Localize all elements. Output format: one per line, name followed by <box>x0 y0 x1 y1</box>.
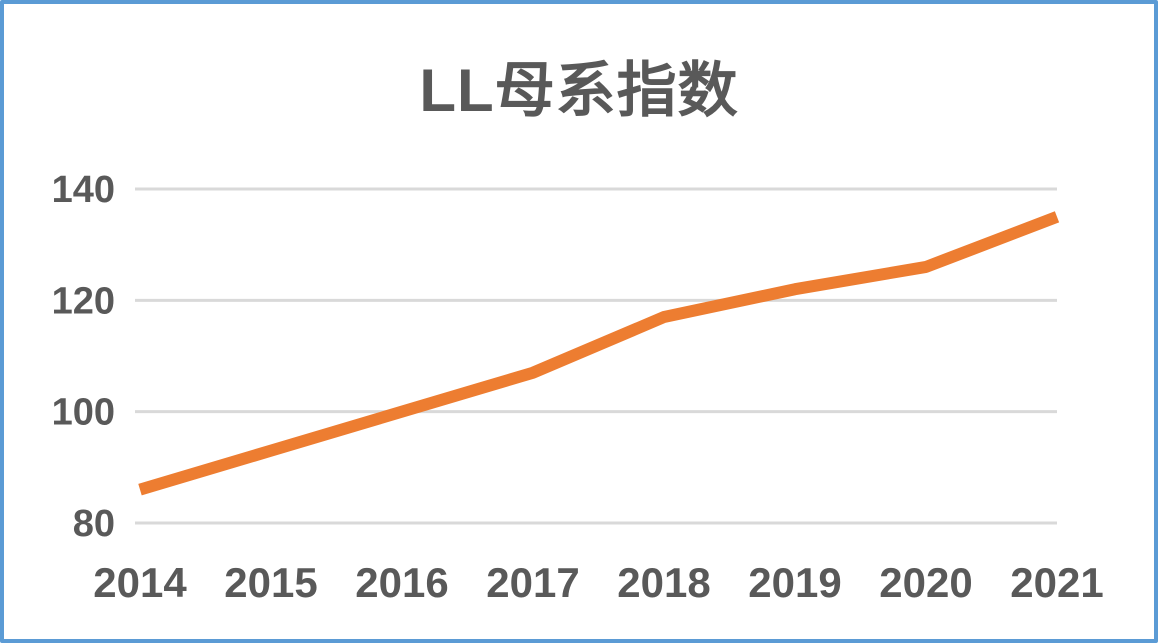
x-axis-tick-label: 2018 <box>617 559 710 606</box>
x-axis-tick-label: 2021 <box>1010 559 1103 606</box>
y-axis-tick-label: 140 <box>52 169 115 211</box>
line-chart: 80 100 120 140 2014 2015 2016 2017 2018 2019 2020 2… <box>52 169 1104 606</box>
x-axis-tick-label: 2015 <box>224 559 317 606</box>
series-line <box>138 211 1060 496</box>
chart-title: LL母系指数 <box>419 57 739 124</box>
x-axis-tick-label: 2014 <box>93 559 187 606</box>
x-axis-tick-label: 2019 <box>748 559 841 606</box>
y-axis-tick-label: 120 <box>52 280 115 322</box>
x-axis-tick-label: 2016 <box>355 559 448 606</box>
x-axis-tick-label: 2020 <box>879 559 972 606</box>
y-axis-tick-label: 80 <box>73 503 115 545</box>
x-axis-tick-label: 2017 <box>486 559 579 606</box>
y-axis-tick-label: 100 <box>52 392 115 434</box>
